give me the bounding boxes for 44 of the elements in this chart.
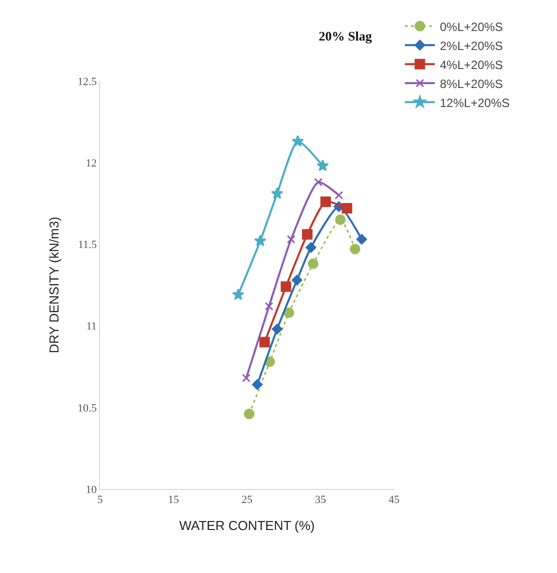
point xyxy=(356,234,367,245)
x-axis-title: WATER CONTENT (%) xyxy=(179,518,315,533)
point xyxy=(316,160,329,172)
point xyxy=(254,234,266,246)
y-tick-label: 11 xyxy=(86,320,97,333)
point xyxy=(335,214,346,225)
y-tick-label: 10 xyxy=(86,484,98,496)
point xyxy=(342,203,352,214)
point xyxy=(280,281,292,292)
legend-label: 2%L+20%S xyxy=(440,38,503,53)
y-axis-title: DRY DENSITY (kN/m3) xyxy=(46,216,62,354)
point xyxy=(292,274,302,286)
y-tick-label: 12.5 xyxy=(78,76,98,88)
point xyxy=(252,379,263,390)
point xyxy=(271,187,284,199)
legend-label: 12%L+20%S xyxy=(440,96,510,110)
y-tick-label: 11.5 xyxy=(78,239,98,252)
point xyxy=(334,190,344,200)
y-tick-label: 12 xyxy=(86,157,97,170)
x-tick-label: 15 xyxy=(168,494,180,506)
legend-label: 8%L+20%S xyxy=(440,76,503,91)
x-tick-label: 5 xyxy=(97,494,104,506)
legend-label: 0%L+20%S xyxy=(440,20,503,34)
x-tick-label: 45 xyxy=(388,494,400,506)
legend-label: 4%L+20%S xyxy=(440,58,503,72)
point xyxy=(286,235,296,244)
point xyxy=(242,374,251,382)
point xyxy=(350,244,360,254)
x-tick-label: 25 xyxy=(242,494,253,506)
chart-title: 20% Slag xyxy=(318,28,372,44)
point xyxy=(320,196,331,208)
point xyxy=(259,336,270,348)
x-tick-label: 35 xyxy=(315,494,326,506)
point xyxy=(308,258,318,270)
point xyxy=(232,288,244,300)
point xyxy=(302,229,313,240)
point xyxy=(272,324,282,334)
point xyxy=(264,302,274,310)
point xyxy=(314,178,323,186)
point xyxy=(306,242,316,253)
y-tick-label: 10.5 xyxy=(78,402,98,414)
point xyxy=(292,135,304,147)
point xyxy=(244,408,254,420)
point xyxy=(284,307,294,318)
